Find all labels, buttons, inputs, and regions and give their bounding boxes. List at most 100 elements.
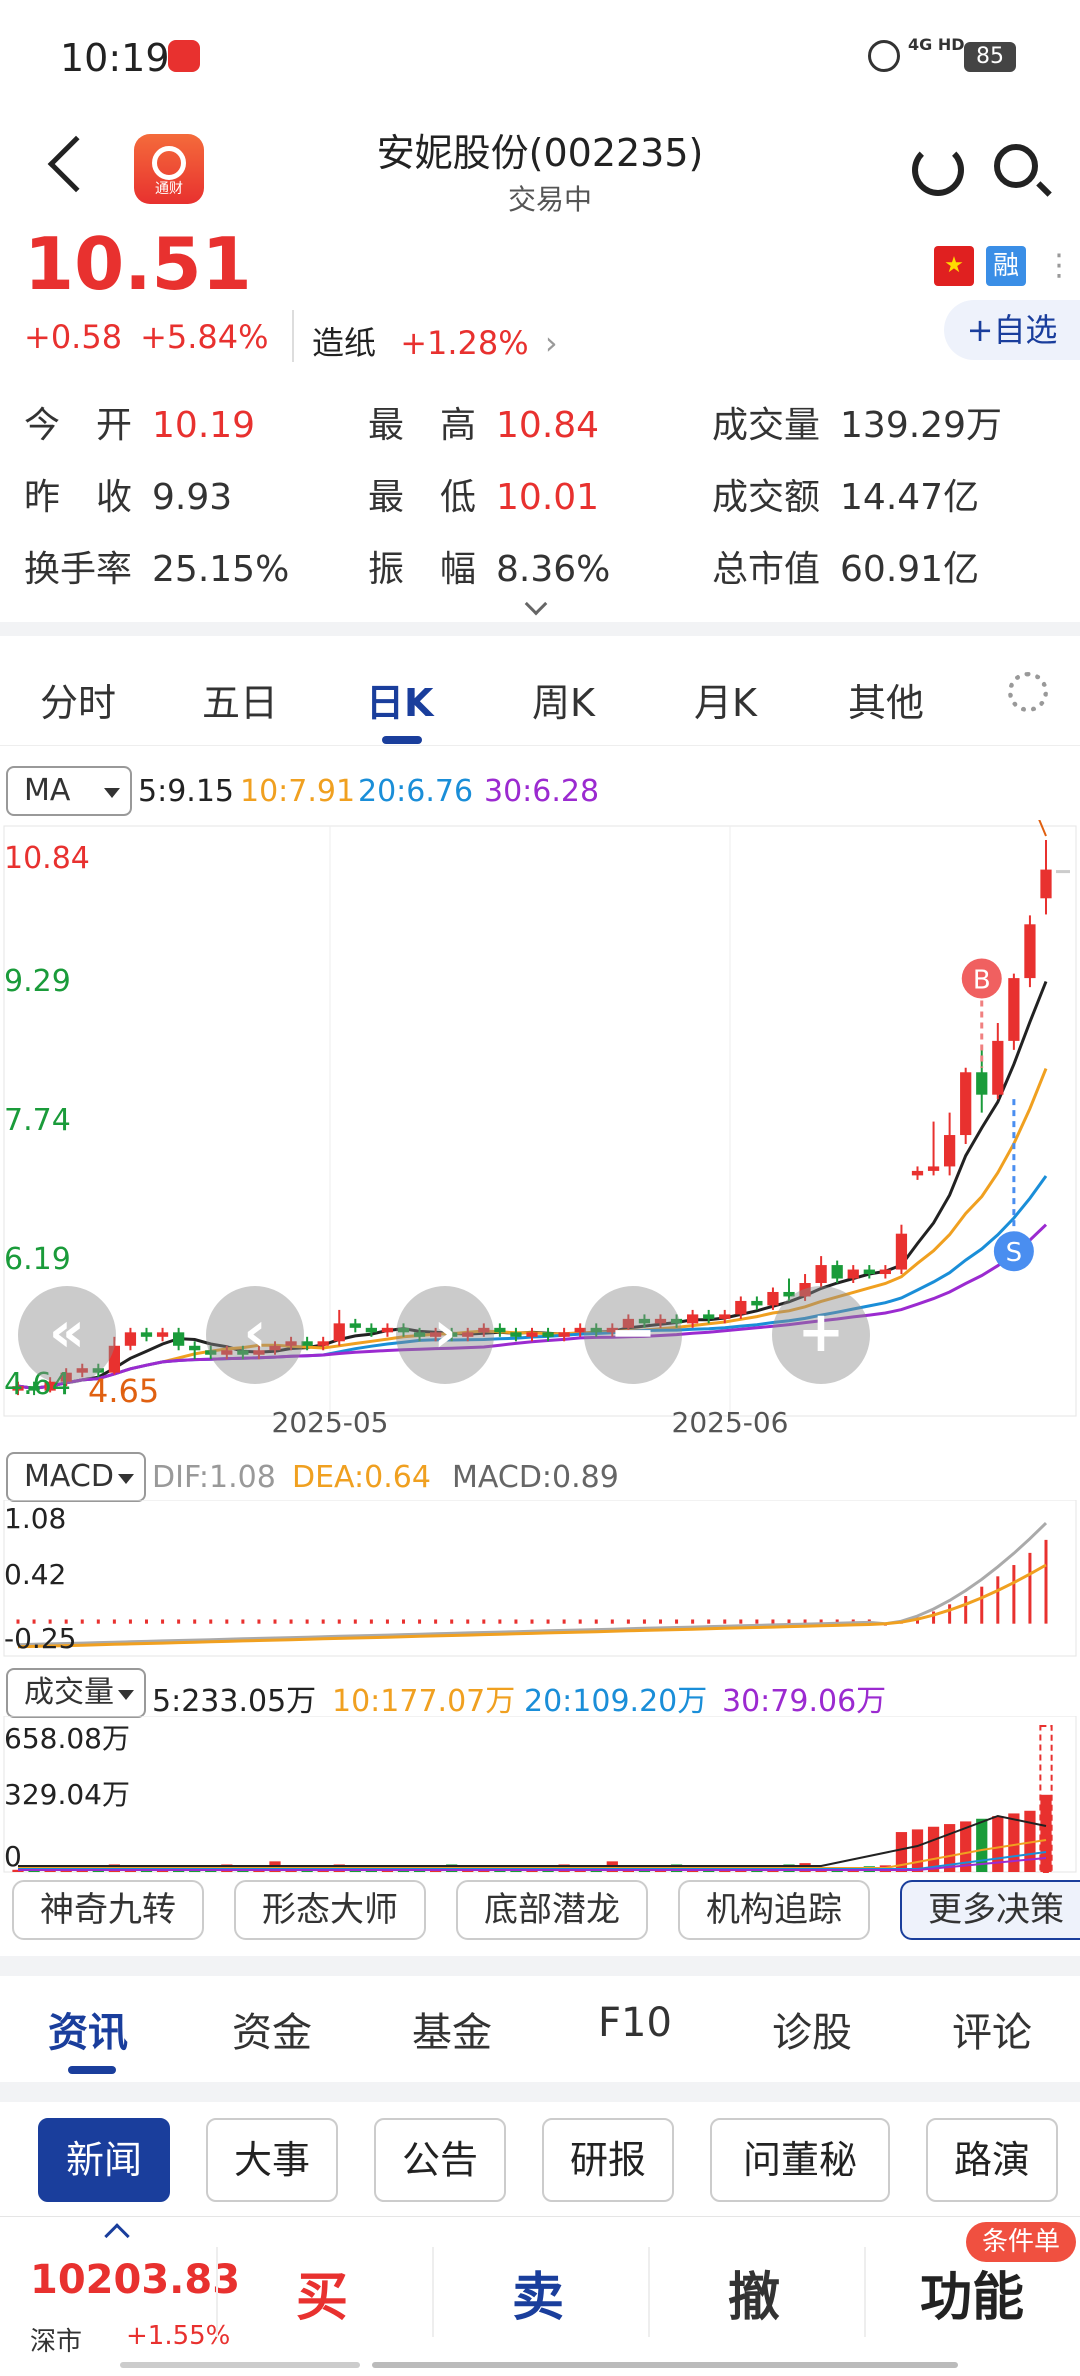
sector-percent: +1.28% <box>400 324 529 362</box>
stat-item: 今 开 10.19 <box>24 396 255 448</box>
candle-body <box>349 1323 361 1328</box>
tab-daily-k[interactable]: 日K <box>366 681 434 725</box>
change-percent: +5.84% <box>140 318 269 356</box>
candle-body <box>333 1323 345 1342</box>
candle-body <box>735 1300 747 1315</box>
chip-research[interactable]: 研报 <box>542 2118 674 2202</box>
active-tab-indicator <box>68 2066 116 2074</box>
tab-funds[interactable]: 资金 <box>232 2010 312 2056</box>
china-flag-icon: ★ <box>934 246 974 286</box>
conditional-order-badge[interactable]: 条件单 <box>966 2222 1077 2262</box>
macd-frame <box>3 1500 1077 1657</box>
tab-fund[interactable]: 基金 <box>412 2010 492 2056</box>
candle-body <box>944 1135 956 1167</box>
chip-ask-secretary[interactable]: 问董秘 <box>710 2118 890 2202</box>
sector-link[interactable]: 造纸 +1.28% › <box>312 318 558 364</box>
candle-body <box>60 1372 72 1382</box>
next-button[interactable]: › <box>396 1286 494 1384</box>
date-axis-label: 2025-05 <box>272 1406 389 1439</box>
prev-button[interactable]: ‹ <box>206 1286 304 1384</box>
strategy-more[interactable]: 更多决策 <box>900 1880 1080 1940</box>
tab-diagnose[interactable]: 诊股 <box>772 2010 852 2056</box>
rewind-button[interactable]: « <box>18 1286 116 1384</box>
ma20-label: 20:6.76 <box>358 774 474 809</box>
stat-value: 10.84 <box>496 405 600 446</box>
stat-value: 10.01 <box>496 477 600 518</box>
chip-events[interactable]: 大事 <box>206 2118 338 2202</box>
volume-bar <box>960 1821 972 1872</box>
strategy-pattern-master[interactable]: 形态大师 <box>234 1880 426 1940</box>
battery-icon: 85 <box>964 42 1016 72</box>
current-price: 10.51 <box>24 222 252 306</box>
candle-body <box>430 1332 442 1337</box>
strategy-nine-turns[interactable]: 神奇九转 <box>12 1880 204 1940</box>
price-axis-label: 7.74 <box>4 1103 71 1138</box>
candle-body <box>558 1332 570 1337</box>
strategy-institution-track[interactable]: 机构追踪 <box>678 1880 870 1940</box>
tab-intraday[interactable]: 分时 <box>40 681 117 725</box>
candle-body <box>751 1300 763 1306</box>
candle-body <box>847 1269 859 1279</box>
macd-axis-label: -0.25 <box>4 1622 76 1655</box>
candle-body <box>703 1314 715 1319</box>
status-time: 10:19 <box>60 36 170 80</box>
candle-body <box>92 1368 104 1373</box>
volume-selector[interactable]: 成交量 <box>6 1668 146 1718</box>
buy-button[interactable]: 买 <box>296 2268 349 2328</box>
candle-body <box>446 1332 458 1337</box>
more-icon[interactable]: ⋮ <box>1044 248 1074 283</box>
tab-weekly-k[interactable]: 周K <box>532 681 595 725</box>
expand-chevron-icon[interactable] <box>524 592 548 616</box>
index-value[interactable]: 10203.83 <box>30 2257 241 2303</box>
candle-body <box>606 1327 618 1333</box>
tab-five-day[interactable]: 五日 <box>202 681 279 725</box>
tab-news-info[interactable]: 资讯 <box>48 2010 128 2056</box>
low-price-label: 4.65 <box>88 1372 159 1410</box>
stat-value: 60.91亿 <box>840 549 980 590</box>
candle-body <box>526 1332 538 1337</box>
macd-chart: 1.08 0.42 -0.25 <box>3 1500 1077 1657</box>
search-icon[interactable] <box>994 144 1038 188</box>
tab-other[interactable]: 其他 <box>848 681 925 725</box>
stat-item: 昨 收 9.93 <box>24 468 232 520</box>
candle-body <box>237 1350 249 1355</box>
candle-body <box>221 1350 233 1355</box>
macd-selector[interactable]: MACD <box>6 1452 146 1502</box>
chip-news[interactable]: 新闻 <box>38 2118 170 2202</box>
dea-line <box>17 1563 1047 1649</box>
tab-monthly-k[interactable]: 月K <box>694 681 757 725</box>
chip-roadshow[interactable]: 路演 <box>926 2118 1058 2202</box>
candle-body <box>815 1265 827 1284</box>
stat-label: 总市值 <box>712 549 821 590</box>
tab-f10[interactable]: F10 <box>598 2000 672 2046</box>
stat-label: 成交额 <box>712 477 821 518</box>
status-bar: 10:19 4G HD 85 <box>0 0 1080 110</box>
stat-value: 139.29万 <box>840 405 1002 446</box>
stat-label: 今 开 <box>24 405 133 446</box>
index-name: 深市 <box>30 2327 83 2357</box>
ma-selector[interactable]: MA <box>6 766 132 816</box>
cancel-button[interactable]: 撤 <box>728 2268 781 2328</box>
stat-label: 换手率 <box>24 549 133 590</box>
dea-label: DEA:0.64 <box>292 1460 431 1495</box>
function-button[interactable]: 功能 <box>920 2268 1025 2328</box>
dif-label: DIF:1.08 <box>152 1460 276 1495</box>
zoom-out-button[interactable]: − <box>584 1286 682 1384</box>
chevron-up-icon[interactable] <box>104 2223 130 2249</box>
candle-body <box>719 1314 731 1319</box>
add-watchlist-button[interactable]: +自选 <box>944 300 1080 360</box>
gear-icon[interactable] <box>1008 672 1048 712</box>
candle-body <box>574 1327 586 1333</box>
candle-body <box>687 1314 699 1324</box>
refresh-icon[interactable] <box>912 144 964 196</box>
sell-button[interactable]: 卖 <box>512 2268 565 2328</box>
chevron-right-icon: › <box>544 324 558 362</box>
candlestick-chart[interactable]: 10.849.297.746.194.642025-052025-0610.84… <box>0 820 1080 1440</box>
tab-comments[interactable]: 评论 <box>952 2010 1032 2056</box>
candle-body <box>542 1332 554 1337</box>
zoom-in-button[interactable]: + <box>772 1286 870 1384</box>
strategy-bottom-dragon[interactable]: 底部潜龙 <box>456 1880 648 1940</box>
ma10-label: 10:7.91 <box>240 774 356 809</box>
chip-announcements[interactable]: 公告 <box>374 2118 506 2202</box>
price-change: +0.58 +5.84% <box>24 318 287 356</box>
